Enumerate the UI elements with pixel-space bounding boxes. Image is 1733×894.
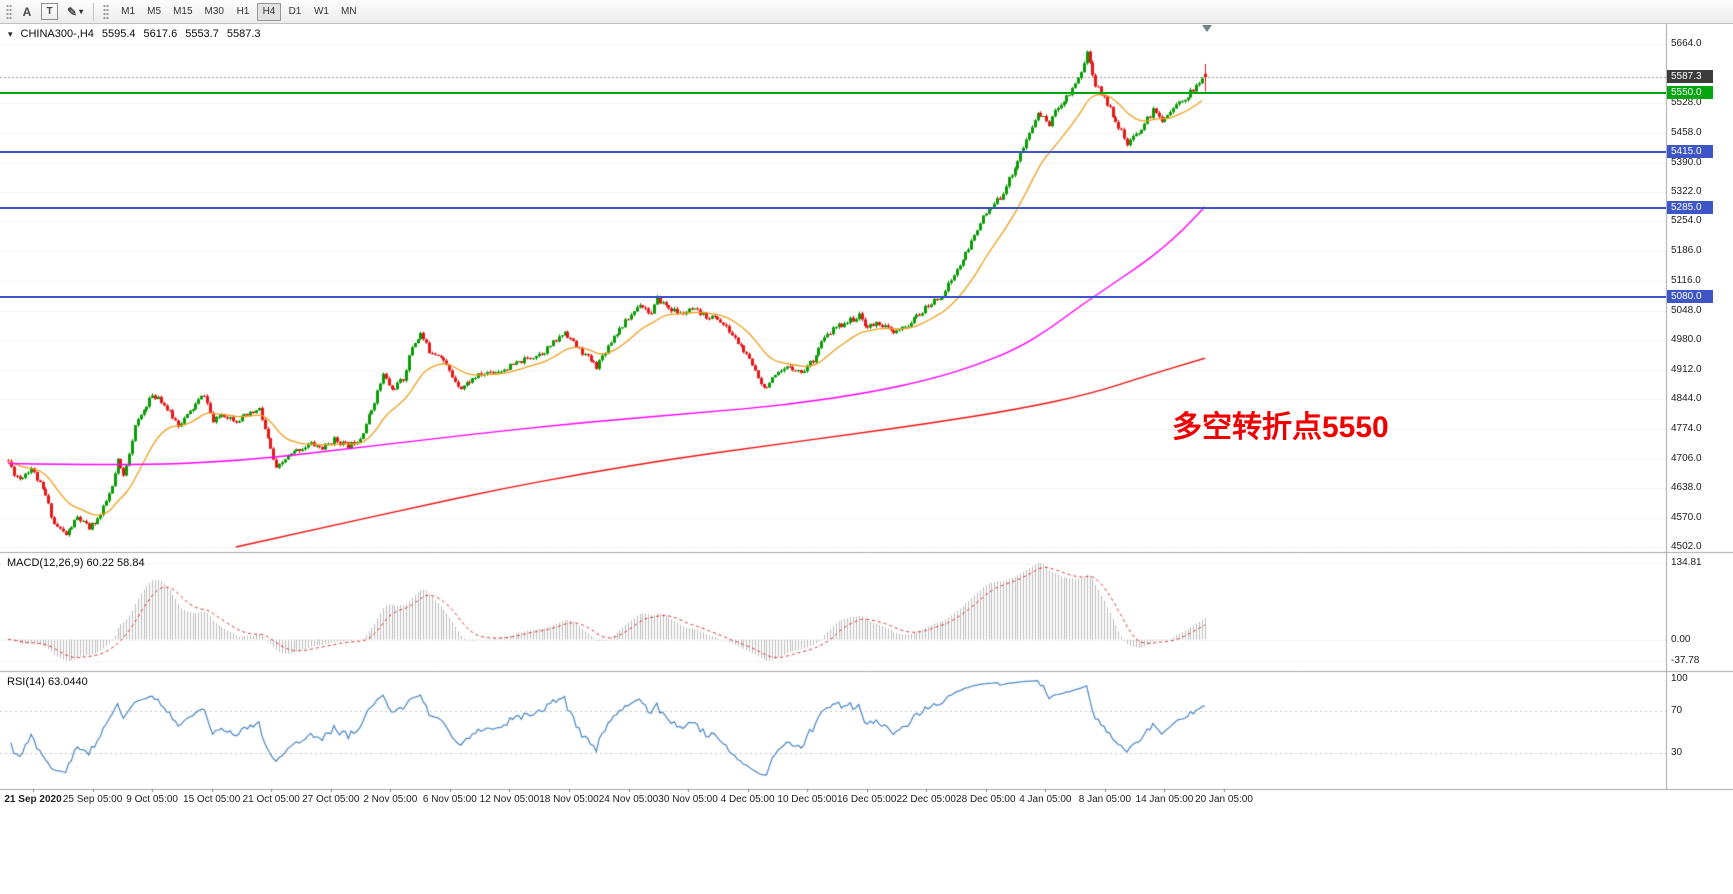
toolbar-grip-handle[interactable] [6, 3, 12, 20]
timeframe-button-h1[interactable]: H1 [236, 6, 250, 17]
letter-t-icon: T [46, 6, 53, 17]
rsi-axis-label: 70 [1671, 705, 1683, 716]
symbol-period-label: CHINA300-,H4 [20, 28, 94, 40]
level-badge-5080.0: 5080.0 [1667, 290, 1713, 303]
level-badge-5550.0: 5550.0 [1667, 86, 1713, 99]
rsi-axis-label: 100 [1671, 673, 1688, 684]
time-axis-label: 9 Oct 05:00 [126, 794, 178, 805]
price-axis-label: 5528.0 [1671, 97, 1702, 108]
rsi-axis-label: 30 [1671, 747, 1683, 758]
horizontal-level-line-5080.0[interactable] [0, 296, 1666, 298]
horizontal-level-line-5415.0[interactable] [0, 151, 1666, 153]
price-axis-label: 5458.0 [1671, 127, 1702, 138]
price-axis-label: 4638.0 [1671, 482, 1702, 493]
time-axis-label: 6 Nov 05:00 [422, 794, 477, 805]
macd-axis-label: -37.78 [1671, 655, 1700, 666]
price-axis-label: 4774.0 [1671, 423, 1702, 434]
price-axis-label: 4980.0 [1671, 334, 1702, 345]
chart-shift-marker[interactable] [1202, 25, 1212, 32]
quote-high: 5617.6 [143, 28, 178, 40]
time-axis-label: 12 Nov 05:00 [479, 794, 540, 805]
time-axis-label: 21 Sep 2020 [4, 794, 62, 805]
horizontal-level-line-5285.0[interactable] [0, 207, 1666, 209]
price-axis-label: 5186.0 [1671, 245, 1702, 256]
toolbar-grip-handle[interactable] [103, 3, 110, 20]
time-axis-label: 20 Jan 05:00 [1195, 794, 1253, 805]
macd-indicator-label: MACD(12,26,9) 60.22 58.84 [7, 557, 145, 569]
time-axis-label: 2 Nov 05:00 [363, 794, 418, 805]
time-axis-label: 4 Jan 05:00 [1019, 794, 1072, 805]
chart-annotation-text[interactable]: 多空转折点5550 [1172, 411, 1389, 444]
timeframe-button-mn[interactable]: MN [340, 6, 357, 17]
macd-axis-label: 134.81 [1671, 557, 1702, 568]
chevron-down-icon: ▾ [79, 7, 84, 16]
chart-info-line: ▾ CHINA300-,H4 5595.4 5617.6 5553.7 5587… [8, 28, 261, 40]
time-axis-label: 28 Dec 05:00 [956, 794, 1016, 805]
time-axis-label: 25 Sep 05:00 [62, 794, 123, 805]
time-axis-label: 15 Oct 05:00 [183, 794, 241, 805]
price-axis-label: 4912.0 [1671, 364, 1702, 375]
time-axis-label: 16 Dec 05:00 [836, 794, 897, 805]
price-axis-label: 5254.0 [1671, 215, 1702, 226]
chart-marker-icon: ▾ [8, 28, 13, 39]
price-axis-label: 5048.0 [1671, 305, 1702, 316]
time-axis-label: 18 Nov 05:00 [539, 794, 599, 805]
timeframe-button-m5[interactable]: M5 [147, 6, 162, 17]
timeframe-button-w1[interactable]: W1 [313, 6, 329, 17]
last-price-badge: 5587.3 [1667, 70, 1713, 83]
timeframe-button-m30[interactable]: M30 [204, 6, 224, 17]
level-badge-5285.0: 5285.0 [1667, 201, 1713, 214]
quote-open: 5595.4 [101, 28, 136, 40]
timeframe-button-m1[interactable]: M1 [121, 6, 136, 17]
time-axis-label: 22 Dec 05:00 [896, 794, 957, 805]
price-axis-label: 4706.0 [1671, 453, 1702, 464]
price-axis-label: 5116.0 [1671, 275, 1701, 286]
quote-close: 5587.3 [226, 28, 261, 40]
timeframe-button-d1[interactable]: D1 [288, 6, 302, 17]
drawing-tools-button[interactable]: ✎ ▾ [62, 2, 88, 22]
timeframe-button-m15[interactable]: M15 [173, 6, 193, 17]
price-axis-label: 4570.0 [1671, 512, 1702, 523]
macd-axis-label: 0.00 [1671, 634, 1691, 645]
price-axis-label: 5390.0 [1671, 157, 1702, 168]
toolbar-separator [93, 2, 95, 21]
timeframe-button-h4[interactable]: H4 [256, 2, 281, 21]
text-label-tool-button[interactable]: T [41, 3, 58, 20]
time-axis-label: 8 Jan 05:00 [1078, 794, 1132, 805]
arrow-text-tool-button[interactable]: A [17, 2, 37, 22]
time-axis-label: 4 Dec 05:00 [720, 794, 775, 805]
time-axis-label: 27 Oct 05:00 [302, 794, 360, 805]
price-axis-label: 5664.0 [1671, 38, 1702, 49]
toolbar: A T ✎ ▾ M1 M5 M15 M30 H1 H4 D1 W1 MN [0, 0, 1733, 24]
time-axis-label: 30 Nov 05:00 [658, 794, 718, 805]
price-axis-label: 5322.0 [1671, 186, 1702, 197]
quote-low: 5553.7 [185, 28, 219, 40]
price-axis-label: 4844.0 [1671, 393, 1702, 404]
price-axis-label: 4502.0 [1671, 541, 1702, 552]
level-badge-5415.0: 5415.0 [1667, 145, 1713, 158]
pencil-icon: ✎ [67, 4, 78, 19]
letter-a-icon: A [22, 4, 32, 19]
time-axis-label: 14 Jan 05:00 [1135, 794, 1194, 805]
horizontal-level-line-5550.0[interactable] [0, 92, 1666, 94]
time-axis-label: 10 Dec 05:00 [777, 794, 837, 805]
timeframe-toolbar: M1 M5 M15 M30 H1 H4 D1 W1 MN [116, 2, 361, 21]
time-axis-label: 21 Oct 05:00 [242, 794, 300, 805]
rsi-indicator-label: RSI(14) 63.0440 [7, 676, 88, 688]
time-axis-label: 24 Nov 05:00 [598, 794, 659, 805]
